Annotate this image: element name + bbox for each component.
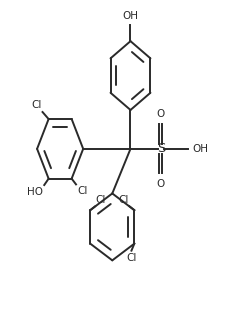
- Text: OH: OH: [192, 144, 208, 154]
- Text: Cl: Cl: [118, 196, 129, 205]
- Text: S: S: [157, 142, 165, 155]
- Text: Cl: Cl: [31, 100, 41, 110]
- Text: Cl: Cl: [96, 196, 106, 205]
- Text: O: O: [157, 108, 165, 119]
- Text: O: O: [157, 179, 165, 189]
- Text: Cl: Cl: [77, 186, 87, 196]
- Text: OH: OH: [122, 12, 139, 21]
- Text: HO: HO: [27, 187, 43, 197]
- Text: Cl: Cl: [127, 253, 137, 263]
